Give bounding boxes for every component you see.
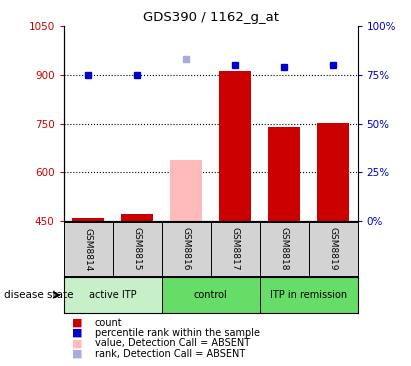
Bar bbox=[64, 277, 162, 313]
Text: GSM8816: GSM8816 bbox=[182, 228, 191, 271]
Bar bbox=[162, 277, 260, 313]
Text: GSM8814: GSM8814 bbox=[84, 228, 93, 271]
Bar bbox=[72, 217, 104, 221]
Bar bbox=[219, 71, 251, 221]
Bar bbox=[260, 277, 358, 313]
Bar bbox=[170, 160, 202, 221]
Text: ■: ■ bbox=[72, 318, 83, 328]
Text: count: count bbox=[95, 318, 122, 328]
Text: disease state: disease state bbox=[4, 290, 74, 300]
Bar bbox=[268, 127, 300, 221]
Text: GSM8815: GSM8815 bbox=[133, 228, 142, 271]
Text: active ITP: active ITP bbox=[89, 290, 136, 300]
Text: control: control bbox=[194, 290, 228, 300]
Text: ITP in remission: ITP in remission bbox=[270, 290, 347, 300]
Text: percentile rank within the sample: percentile rank within the sample bbox=[95, 328, 259, 338]
Text: ■: ■ bbox=[72, 328, 83, 338]
Text: rank, Detection Call = ABSENT: rank, Detection Call = ABSENT bbox=[95, 348, 245, 359]
Text: GSM8819: GSM8819 bbox=[328, 228, 337, 271]
Bar bbox=[121, 214, 153, 221]
Text: ■: ■ bbox=[72, 338, 83, 348]
Text: value, Detection Call = ABSENT: value, Detection Call = ABSENT bbox=[95, 338, 249, 348]
Text: GSM8817: GSM8817 bbox=[231, 228, 240, 271]
Text: GSM8818: GSM8818 bbox=[279, 228, 289, 271]
Text: ■: ■ bbox=[72, 348, 83, 359]
Title: GDS390 / 1162_g_at: GDS390 / 1162_g_at bbox=[143, 11, 279, 25]
Bar bbox=[317, 123, 349, 221]
